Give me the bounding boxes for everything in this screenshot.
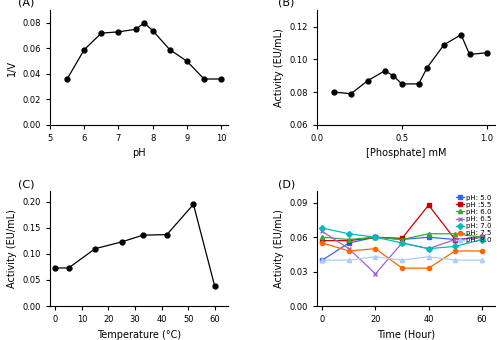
Text: (D): (D) [278, 179, 295, 189]
Legend: pH: 5.0, pH :5.5, pH: 6.0, pH: 6.5, pH: 7.0, pH: 7.5, pH: 8.0: pH: 5.0, pH :5.5, pH: 6.0, pH: 6.5, pH: … [456, 195, 492, 243]
Text: (B): (B) [278, 0, 294, 8]
Text: (A): (A) [18, 0, 34, 8]
Y-axis label: 1/V: 1/V [7, 59, 17, 75]
Text: (C): (C) [18, 179, 34, 189]
X-axis label: Temperature (°C): Temperature (°C) [97, 329, 181, 340]
Y-axis label: Activity (EU/mL): Activity (EU/mL) [274, 28, 284, 107]
X-axis label: pH: pH [132, 149, 146, 158]
Y-axis label: Activity (EU/mL): Activity (EU/mL) [7, 209, 17, 288]
X-axis label: Time (Hour): Time (Hour) [377, 329, 435, 340]
Y-axis label: Activity (EU/mL): Activity (EU/mL) [274, 209, 284, 288]
X-axis label: [Phosphate] mM: [Phosphate] mM [366, 149, 446, 158]
